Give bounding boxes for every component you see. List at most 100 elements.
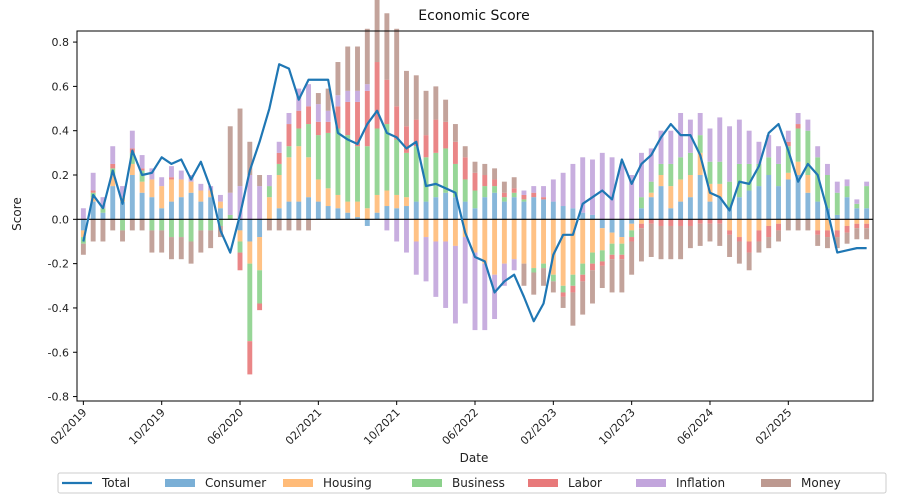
x-tick-label: 06/2022 [440, 406, 482, 448]
bar-housing-31 [384, 190, 390, 207]
bar-consumer-9 [169, 201, 174, 220]
legend-item-money: Money [761, 476, 841, 490]
x-tick-label: 10/2019 [126, 406, 168, 448]
bar-housing-33 [404, 197, 409, 207]
bar-business-50 [570, 274, 576, 286]
bar-money-25 [325, 88, 331, 111]
bar-business-73 [795, 128, 801, 162]
bar-business-23 [306, 124, 312, 158]
bar-consumer-70 [766, 175, 772, 220]
legend-swatch [283, 479, 313, 487]
bar-consumer-68 [746, 190, 752, 220]
bar-business-58 [648, 181, 654, 193]
bar-business-21 [286, 146, 292, 158]
bar-labor-18 [257, 303, 263, 311]
bar-labor-20 [276, 152, 282, 164]
bar-housing-41 [482, 219, 488, 264]
bar-housing-63 [697, 152, 703, 176]
bar-money-52 [590, 270, 595, 304]
bar-consumer-11 [188, 192, 194, 220]
bar-money-38 [452, 124, 458, 142]
bar-labor-22 [296, 110, 302, 129]
bar-housing-6 [139, 181, 145, 193]
legend-swatch [412, 479, 442, 487]
legend-item-inflation: Inflation [636, 476, 725, 490]
bar-money-46 [531, 272, 537, 295]
bar-business-74 [805, 130, 811, 176]
bar-inflation-25 [325, 110, 331, 122]
bar-business-36 [433, 152, 439, 198]
bar-labor-26 [335, 106, 341, 129]
bar-consumer-6 [139, 192, 145, 220]
bar-housing-20 [276, 175, 282, 209]
bar-labor-70 [766, 225, 772, 238]
bar-housing-23 [306, 157, 312, 198]
bar-labor-25 [325, 121, 331, 133]
legend-label: Money [801, 476, 841, 490]
legend-item-labor: Labor [528, 476, 602, 490]
bar-inflation-75 [815, 146, 821, 158]
bar-inflation-33 [404, 219, 409, 253]
bar-inflation-64 [707, 128, 713, 162]
x-axis-label: Date [460, 451, 489, 465]
bar-business-22 [296, 128, 302, 147]
bar-housing-5 [129, 163, 135, 176]
bar-labor-47 [541, 197, 546, 200]
bar-consumer-37 [443, 192, 449, 220]
legend-label: Labor [568, 476, 602, 490]
bar-labor-49 [560, 292, 566, 297]
bar-consumer-49 [560, 206, 566, 220]
bar-money-31 [384, 13, 390, 80]
bar-inflation-36 [433, 241, 439, 297]
bar-housing-32 [394, 194, 400, 209]
legend-swatch [636, 479, 666, 487]
bar-consumer-64 [707, 201, 713, 220]
bar-housing-69 [756, 219, 762, 231]
bar-consumer-62 [687, 197, 693, 220]
bar-inflation-16 [237, 186, 243, 220]
y-tick-label: -0.8 [48, 391, 69, 404]
bar-labor-35 [423, 135, 429, 158]
legend-item-consumer: Consumer [165, 476, 266, 490]
bar-labor-3 [110, 163, 116, 169]
bar-money-12 [198, 230, 204, 253]
bar-money-27 [345, 46, 351, 91]
bar-business-52 [590, 252, 595, 264]
bar-housing-11 [188, 181, 194, 193]
bar-consumer-52 [590, 214, 595, 220]
bar-inflation-71 [776, 146, 781, 164]
bar-consumer-24 [315, 201, 321, 220]
bar-housing-54 [609, 232, 615, 244]
bar-housing-25 [325, 188, 331, 207]
bar-inflation-21 [286, 112, 292, 125]
bar-consumer-54 [609, 219, 615, 233]
bar-housing-67 [736, 219, 742, 238]
bar-business-26 [335, 128, 341, 195]
bar-labor-34 [413, 119, 419, 147]
bar-inflation-60 [668, 130, 674, 164]
bar-money-20 [276, 219, 282, 231]
bar-money-32 [394, 28, 400, 107]
y-tick-label: -0.4 [48, 302, 69, 315]
bar-money-58 [648, 223, 654, 257]
bar-money-66 [727, 234, 733, 257]
legend-swatch [761, 479, 791, 487]
bar-housing-73 [795, 161, 801, 176]
bar-inflation-56 [629, 175, 635, 220]
bar-money-18 [257, 175, 263, 187]
bar-consumer-65 [717, 197, 723, 220]
bar-inflation-54 [609, 157, 615, 220]
bar-labor-73 [795, 124, 801, 129]
bar-money-67 [736, 241, 742, 264]
bar-business-27 [345, 135, 351, 202]
bar-consumer-27 [345, 212, 351, 220]
bar-business-39 [462, 179, 468, 202]
bar-inflation-3 [110, 146, 116, 164]
bar-housing-77 [834, 219, 840, 231]
bar-housing-43 [501, 219, 507, 264]
bar-housing-51 [580, 219, 586, 264]
bar-labor-58 [648, 219, 654, 224]
bar-housing-40 [472, 219, 478, 253]
bar-consumer-67 [736, 197, 742, 220]
bar-consumer-39 [462, 201, 468, 220]
